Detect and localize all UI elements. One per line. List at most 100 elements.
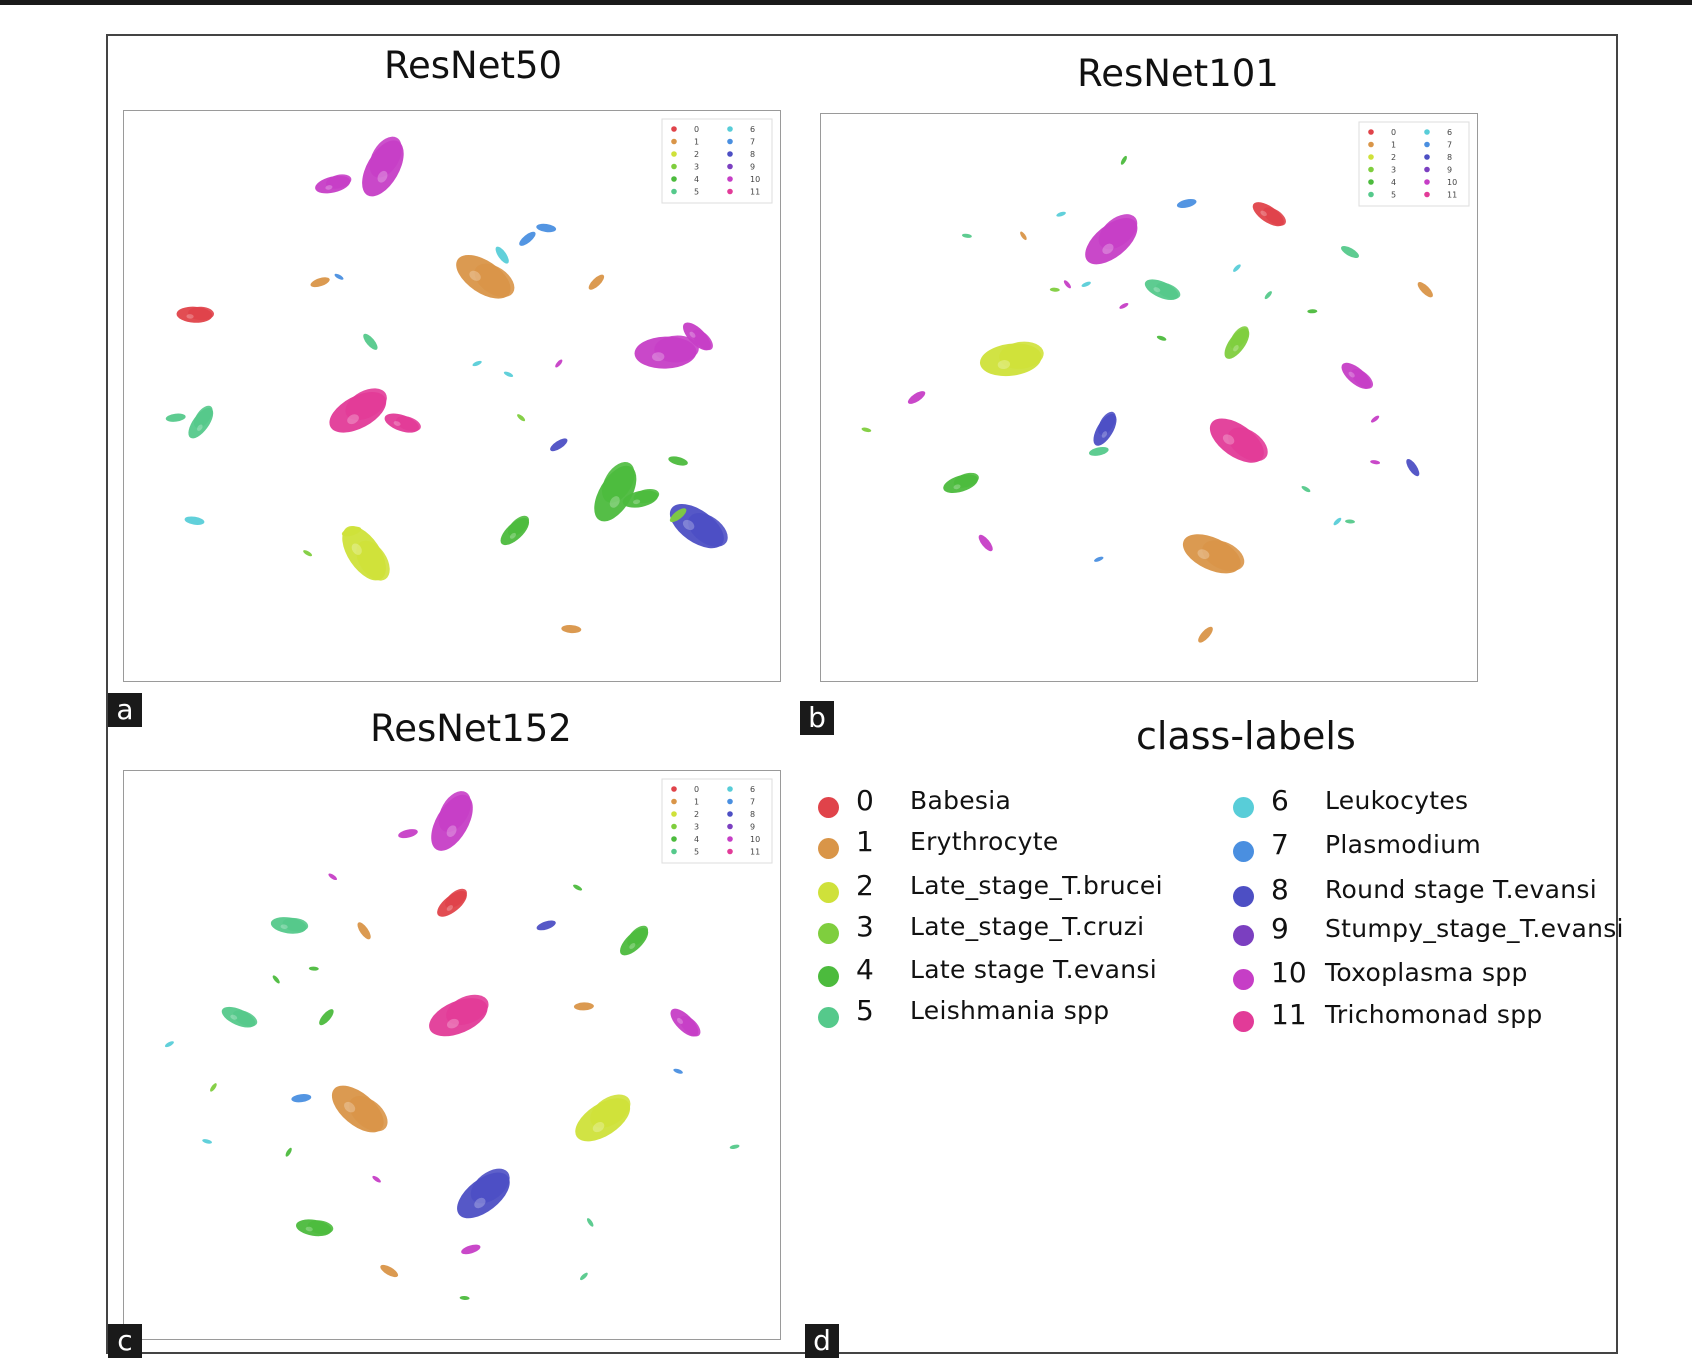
cluster-class-1 xyxy=(1198,626,1213,643)
cluster-class-4 xyxy=(594,462,637,522)
cluster-class-0 xyxy=(1252,202,1286,227)
cluster-class-6 xyxy=(202,1139,212,1144)
cluster-class-1 xyxy=(331,1085,388,1133)
resnet152-svg: 0 1 2 3 4 5 6 7 8 9 10 11 xyxy=(164,778,773,1301)
cluster-class-4 xyxy=(308,966,319,971)
cluster-class-1 xyxy=(1417,282,1433,298)
inplot-legend: 0 1 2 3 4 5 6 7 8 9 10 11 xyxy=(661,118,773,204)
inplot-legend-dot xyxy=(671,138,677,145)
cluster-class-10 xyxy=(978,534,993,552)
inplot-legend-label: 7 xyxy=(750,138,755,147)
cluster-class-8 xyxy=(1406,459,1420,477)
cluster-class-6 xyxy=(495,246,509,264)
cluster-class-10 xyxy=(461,1244,481,1255)
cluster-class-3 xyxy=(669,508,687,523)
cluster-class-1 xyxy=(588,274,605,290)
inplot-legend-label: 8 xyxy=(750,150,755,159)
panel-label-a: a xyxy=(108,693,142,727)
cluster-class-6 xyxy=(503,371,514,378)
inplot-legend-label: 6 xyxy=(1447,128,1452,137)
cluster-class-2 xyxy=(342,525,390,581)
panel-a-title: ResNet50 xyxy=(383,44,563,87)
cluster-class-4 xyxy=(285,1147,292,1157)
cluster-class-4 xyxy=(620,925,649,956)
legend-label: Babesia xyxy=(910,786,1012,815)
cluster-class-10 xyxy=(555,359,563,368)
cluster-class-11 xyxy=(429,994,489,1037)
legend-id: 8 xyxy=(1271,873,1289,906)
inplot-legend-label: 11 xyxy=(1447,191,1457,200)
cluster-class-0 xyxy=(176,306,215,323)
legend-dot xyxy=(818,1007,839,1028)
inplot-legend-dot xyxy=(727,786,733,792)
cluster-class-8 xyxy=(457,1168,510,1219)
cluster-class-4 xyxy=(272,975,280,984)
legend-dot xyxy=(818,966,839,987)
legend-label: Trichomonad spp xyxy=(1325,1000,1543,1029)
inplot-legend-dot xyxy=(1424,154,1430,160)
inplot-legend-label: 4 xyxy=(694,175,699,184)
cluster-class-5 xyxy=(1301,486,1311,493)
legend-id: 0 xyxy=(856,784,874,817)
cluster-class-4 xyxy=(573,884,583,891)
legend-id: 1 xyxy=(856,825,874,858)
inplot-legend-label: 0 xyxy=(1391,128,1396,137)
legend-label: Late_stage_T.cruzi xyxy=(910,912,1145,941)
cluster-class-1 xyxy=(456,254,515,299)
legend-label: Round stage T.evansi xyxy=(1325,875,1597,904)
inplot-legend-dot xyxy=(727,823,733,830)
inplot-legend-dot xyxy=(727,176,733,182)
resnet101-svg: 0 1 2 3 4 5 6 7 8 9 10 11 xyxy=(861,121,1470,643)
resnet50-svg: 0 1 2 3 4 5 6 7 8 9 10 11 xyxy=(165,118,773,634)
cluster-class-10 xyxy=(682,322,713,351)
cluster-class-1 xyxy=(380,1264,399,1278)
cluster-class-5 xyxy=(1341,246,1359,258)
cluster-class-2 xyxy=(341,526,362,537)
inplot-legend-label: 1 xyxy=(1391,141,1396,150)
cluster-class-8 xyxy=(550,438,568,452)
inplot-legend-label: 5 xyxy=(694,188,699,197)
cluster-class-3 xyxy=(517,414,526,422)
cluster-class-6 xyxy=(1233,264,1241,272)
cluster-class-7 xyxy=(1094,556,1104,562)
cluster-class-3 xyxy=(861,427,872,433)
legend-id: 10 xyxy=(1271,956,1307,989)
resnet50-scatter-plot: 0 1 2 3 4 5 6 7 8 9 10 11 xyxy=(123,110,781,682)
legend-id: 7 xyxy=(1271,828,1289,861)
cluster-class-10 xyxy=(1085,214,1138,265)
cluster-class-5 xyxy=(1144,279,1181,301)
cluster-class-10 xyxy=(1370,460,1381,465)
cluster-class-10 xyxy=(328,873,337,881)
cluster-class-10 xyxy=(398,829,418,839)
inplot-legend-label: 3 xyxy=(694,163,699,172)
cluster-class-11 xyxy=(384,413,421,433)
inplot-legend-label: 2 xyxy=(694,810,699,819)
inplot-legend-dot xyxy=(1368,166,1374,173)
cluster-class-10 xyxy=(315,174,352,194)
inplot-legend-label: 4 xyxy=(694,835,699,844)
cluster-class-5 xyxy=(1088,446,1109,456)
inplot-legend-dot xyxy=(727,151,733,157)
cluster-class-4 xyxy=(943,472,979,493)
legend-dot xyxy=(1233,797,1254,818)
cluster-class-7 xyxy=(334,273,344,280)
cluster-class-5 xyxy=(1345,519,1355,524)
inplot-legend-dot xyxy=(1368,154,1374,160)
cluster-class-5 xyxy=(165,413,186,422)
inplot-legend-label: 11 xyxy=(750,848,760,857)
inplot-legend-dot xyxy=(671,126,677,132)
inplot-legend-dot xyxy=(1368,191,1374,198)
legend-id: 9 xyxy=(1271,912,1289,945)
legend-id: 5 xyxy=(856,994,874,1027)
legend-dot xyxy=(818,923,839,944)
panel-label-b: b xyxy=(800,701,834,735)
inplot-legend-dot xyxy=(671,798,677,805)
cluster-class-11 xyxy=(329,388,387,433)
cluster-class-10 xyxy=(670,1008,701,1037)
cluster-class-4 xyxy=(295,1219,334,1237)
cluster-class-10 xyxy=(1370,415,1380,423)
cluster-class-6 xyxy=(1081,281,1091,287)
cluster-class-4 xyxy=(668,456,688,466)
legend-id: 6 xyxy=(1271,784,1289,817)
inplot-legend-label: 10 xyxy=(1447,178,1457,187)
